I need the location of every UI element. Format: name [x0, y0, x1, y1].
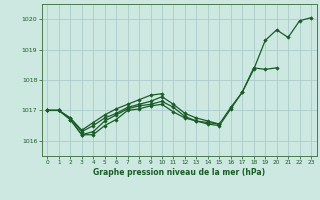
X-axis label: Graphe pression niveau de la mer (hPa): Graphe pression niveau de la mer (hPa): [93, 168, 265, 177]
